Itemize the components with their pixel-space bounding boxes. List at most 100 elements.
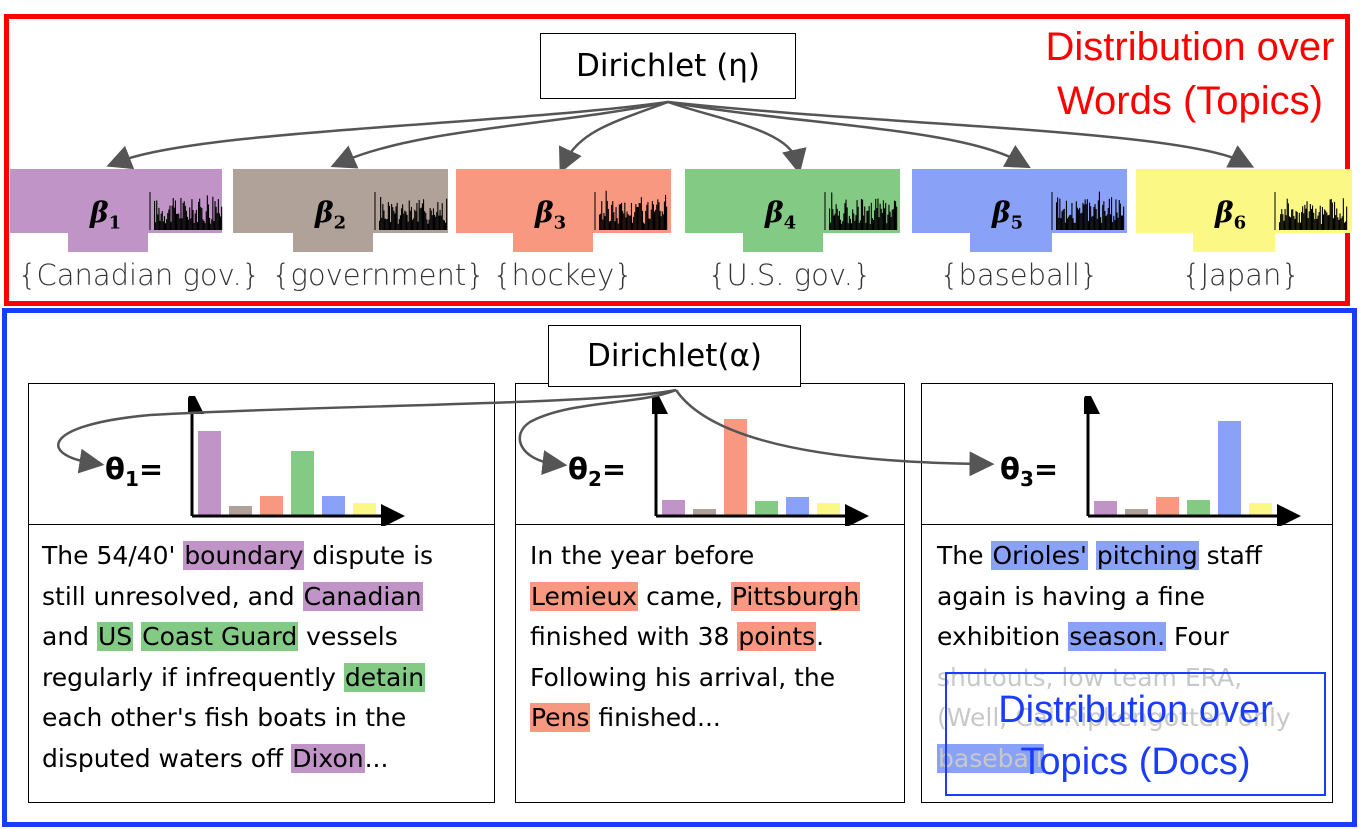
histogram-bar: [184, 205, 186, 230]
theta-equals: =: [1033, 452, 1059, 486]
proportion-bar: [1249, 503, 1272, 516]
histogram-bar: [1104, 210, 1106, 230]
topic-card-tab-6: [1193, 232, 1275, 252]
doc-word: Four: [1166, 622, 1229, 651]
histogram-bar: [390, 222, 392, 230]
histogram-bar: [159, 220, 161, 230]
doc-word: .: [816, 622, 825, 651]
histogram-bar: [424, 211, 426, 230]
histogram-bar: [1329, 199, 1331, 230]
docs-section-title-box: [945, 672, 1326, 796]
histogram-bar: [446, 198, 448, 230]
beta-index: 2: [333, 212, 347, 234]
histogram-bar: [423, 199, 425, 230]
histogram-bar: [666, 206, 668, 230]
histogram-bar: [606, 200, 608, 230]
histogram-bar: [858, 222, 860, 230]
histogram-bar: [853, 213, 855, 230]
histogram-bar: [1334, 201, 1336, 230]
histogram-bar: [867, 210, 869, 230]
highlighted-word: Orioles': [991, 541, 1088, 570]
histogram-bar: [420, 207, 422, 230]
histogram-bar: [1327, 215, 1329, 230]
beta-letter: β: [1215, 196, 1234, 229]
histogram-bar: [1282, 214, 1284, 230]
histogram-bar: [439, 209, 441, 230]
histogram-bar: [1318, 212, 1320, 230]
histogram-bar: [1314, 219, 1316, 230]
histogram-bar: [1114, 219, 1116, 230]
beta-symbol-3: β3: [535, 196, 566, 234]
histogram-bar: [211, 219, 213, 230]
histogram-bar: [182, 202, 184, 230]
histogram-bar: [1067, 218, 1069, 230]
histogram-bar: [1330, 199, 1332, 230]
histogram-bar: [602, 219, 604, 230]
histogram-bar: [415, 211, 417, 230]
histogram-bar: [630, 202, 632, 230]
histogram-bar: [172, 198, 174, 230]
topic-label-5: {baseball}: [940, 258, 1099, 292]
histogram-bar: [387, 202, 389, 230]
histogram-bar: [385, 219, 387, 230]
histogram-bar: [1303, 213, 1305, 230]
histogram-bar: [1341, 216, 1343, 230]
histogram-bar: [838, 211, 840, 230]
histogram-bar: [1339, 213, 1341, 230]
histogram-bar: [1096, 218, 1098, 230]
histogram-bar: [1317, 215, 1319, 230]
histogram-bar: [665, 194, 667, 230]
arrow-to-theta3: [674, 389, 995, 477]
histogram-bar: [1081, 212, 1083, 230]
histogram-bar: [658, 202, 660, 230]
highlighted-word: Dixon: [291, 743, 365, 773]
histogram-bar: [842, 221, 844, 230]
highlighted-word: baseball: [937, 743, 1044, 773]
histogram-bar: [662, 214, 664, 230]
docs-frame: [2, 308, 1357, 827]
doc-line: The Orioles' pitching staff: [937, 536, 1291, 577]
doc-word: still unresolved, and: [42, 581, 303, 611]
histogram-bar: [1105, 216, 1107, 230]
proportion-bar: [693, 509, 716, 516]
histogram-bar: [1286, 198, 1288, 230]
doc-line: baseball: [937, 739, 1291, 780]
histogram-bar: [181, 218, 183, 230]
topic-label-2: {government}: [272, 258, 485, 292]
histogram-bar: [616, 218, 618, 230]
histogram-bar: [206, 195, 208, 230]
histogram-bar: [877, 198, 879, 230]
histogram-bar: [1323, 214, 1325, 230]
histogram-bar: [199, 198, 201, 230]
histogram-bar: [656, 204, 658, 230]
doc-word: vessels: [298, 622, 398, 651]
topic-proportion-chart-1: [188, 396, 405, 526]
histogram-bar: [1098, 191, 1100, 230]
word-histogram-1: [149, 192, 223, 230]
histogram-bar: [1335, 215, 1337, 230]
histogram-bar: [1320, 223, 1322, 230]
histogram-bar: [397, 223, 399, 230]
histogram-bar: [166, 219, 168, 230]
doc-word: finished with 38: [530, 622, 738, 651]
proportion-bar: [291, 451, 314, 516]
topic-proportion-chart-3: [1084, 396, 1301, 526]
topic-card-tab-3: [513, 232, 593, 252]
theta-letter: θ: [568, 452, 588, 486]
histogram-bar: [885, 202, 887, 230]
histogram-bar: [1082, 202, 1084, 230]
histogram-bar: [443, 220, 445, 230]
histogram-bar: [1089, 202, 1091, 230]
histogram-bar: [203, 220, 205, 230]
topic-card-tab-4: [743, 232, 823, 252]
histogram-bar: [1084, 199, 1086, 230]
doc-word: exhibition: [937, 622, 1069, 651]
histogram-bar: [445, 222, 447, 230]
histogram-bar: [644, 223, 646, 230]
histogram-bar: [1085, 204, 1087, 230]
histogram-bar: [611, 204, 613, 230]
histogram-bar: [887, 214, 889, 230]
histogram-bar: [633, 216, 635, 230]
